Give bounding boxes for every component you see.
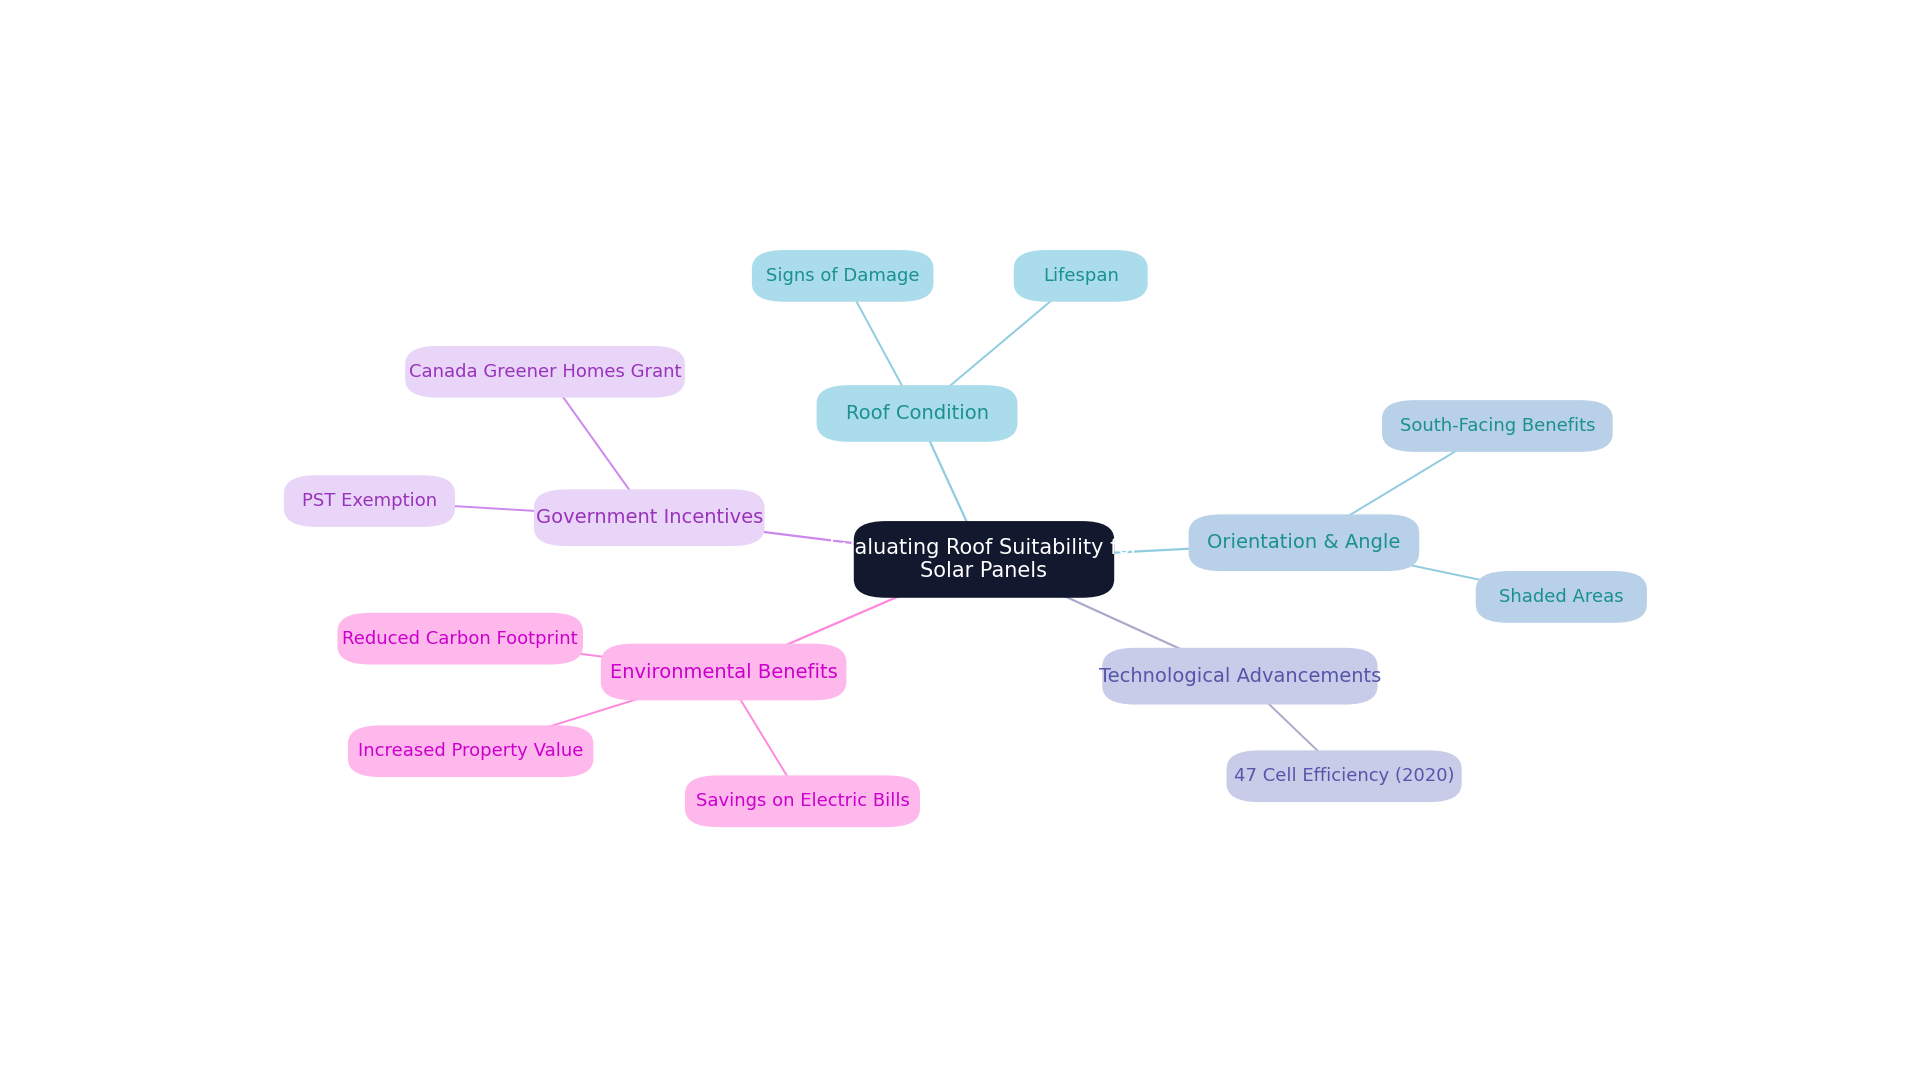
- Text: South-Facing Benefits: South-Facing Benefits: [1400, 417, 1596, 435]
- FancyBboxPatch shape: [816, 386, 1018, 442]
- Text: Shaded Areas: Shaded Areas: [1500, 588, 1624, 606]
- Text: Orientation & Angle: Orientation & Angle: [1208, 533, 1400, 552]
- FancyBboxPatch shape: [405, 345, 685, 397]
- FancyBboxPatch shape: [1102, 648, 1377, 705]
- FancyBboxPatch shape: [284, 475, 455, 527]
- FancyBboxPatch shape: [1476, 571, 1647, 623]
- FancyBboxPatch shape: [1227, 751, 1461, 803]
- Text: Reduced Carbon Footprint: Reduced Carbon Footprint: [342, 629, 578, 648]
- Text: Technological Advancements: Technological Advancements: [1098, 667, 1380, 686]
- Text: Evaluating Roof Suitability for
Solar Panels: Evaluating Roof Suitability for Solar Pa…: [829, 538, 1139, 580]
- FancyBboxPatch shape: [1014, 250, 1148, 302]
- FancyBboxPatch shape: [1188, 514, 1419, 571]
- Text: Savings on Electric Bills: Savings on Electric Bills: [695, 793, 910, 810]
- Text: PST Exemption: PST Exemption: [301, 492, 438, 510]
- FancyBboxPatch shape: [338, 613, 584, 665]
- Text: Lifespan: Lifespan: [1043, 266, 1119, 285]
- FancyBboxPatch shape: [753, 250, 933, 302]
- Text: Increased Property Value: Increased Property Value: [357, 742, 584, 760]
- Text: Roof Condition: Roof Condition: [845, 404, 989, 423]
- FancyBboxPatch shape: [348, 726, 593, 778]
- Text: Canada Greener Homes Grant: Canada Greener Homes Grant: [409, 363, 682, 381]
- Text: Government Incentives: Government Incentives: [536, 508, 762, 527]
- FancyBboxPatch shape: [534, 490, 764, 546]
- FancyBboxPatch shape: [854, 521, 1114, 598]
- FancyBboxPatch shape: [1382, 400, 1613, 452]
- FancyBboxPatch shape: [601, 643, 847, 701]
- Text: Signs of Damage: Signs of Damage: [766, 266, 920, 285]
- Text: 47 Cell Efficiency (2020): 47 Cell Efficiency (2020): [1235, 767, 1453, 785]
- Text: Environmental Benefits: Environmental Benefits: [611, 663, 837, 681]
- FancyBboxPatch shape: [685, 775, 920, 827]
